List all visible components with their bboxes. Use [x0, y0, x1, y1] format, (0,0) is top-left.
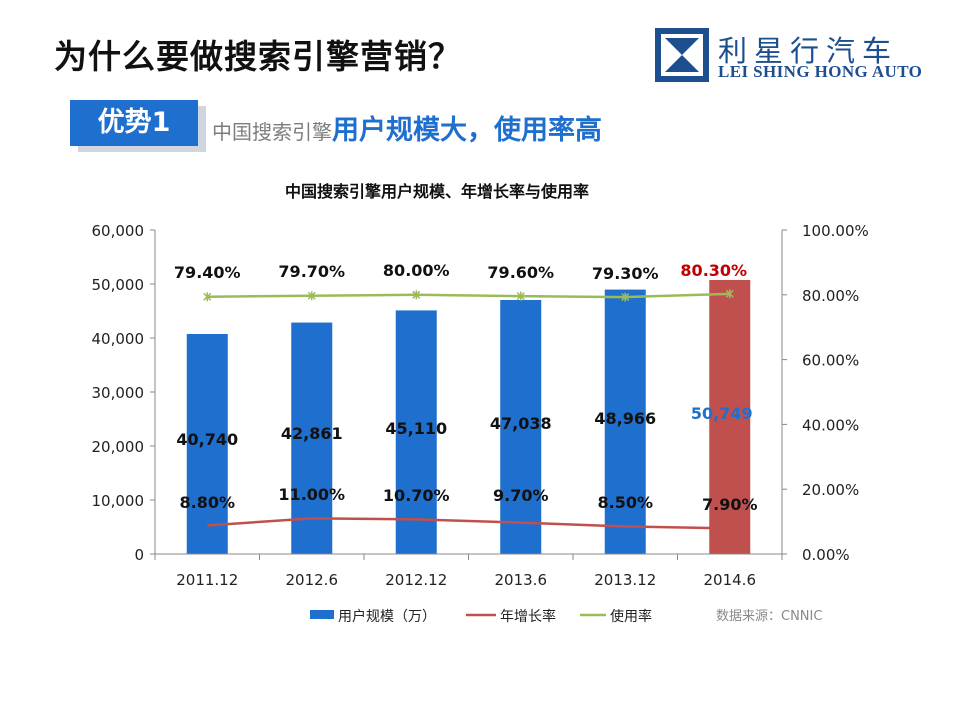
growth-rate-label: 7.90% — [702, 495, 758, 514]
bar-value-label: 48,966 — [594, 409, 656, 428]
y-left-tick-label: 20,000 — [92, 438, 145, 456]
usage-rate-marker — [307, 291, 316, 301]
page-title: 为什么要做搜索引擎营销？ — [54, 37, 462, 76]
subtitle-prefix: 中国搜索引擎 — [212, 120, 332, 144]
usage-rate-label: 79.70% — [278, 262, 345, 281]
y-right-tick-label: 20.00% — [802, 481, 859, 499]
legend-label-growth-rate: 年增长率 — [500, 608, 556, 625]
y-right-tick-label: 60.00% — [802, 352, 859, 370]
bar-user-scale — [395, 310, 437, 554]
y-right-tick-label: 80.00% — [802, 287, 859, 305]
growth-rate-label: 10.70% — [383, 486, 450, 505]
legend-label-usage-rate: 使用率 — [610, 608, 652, 625]
growth-rate-label: 8.50% — [597, 493, 653, 512]
usage-rate-label: 80.30% — [680, 261, 747, 280]
y-right-tick-label: 0.00% — [802, 546, 850, 564]
usage-rate-label: 79.40% — [174, 263, 241, 282]
bar-user-scale — [500, 299, 542, 554]
bar-value-label: 47,038 — [490, 414, 552, 433]
usage-rate-marker — [412, 290, 421, 300]
y-right-tick-label: 100.00% — [802, 222, 869, 240]
chart-title: 中国搜索引擎用户规模、年增长率与使用率 — [285, 182, 589, 201]
x-tick-label: 2011.12 — [176, 571, 238, 589]
bar-user-scale — [291, 322, 333, 554]
bar-value-label: 40,740 — [176, 430, 238, 449]
logo-hourglass-icon — [655, 28, 709, 82]
logo-english-name: LEI SHING HONG AUTO — [718, 62, 923, 81]
y-right-tick-label: 40.00% — [802, 416, 859, 434]
growth-rate-label: 8.80% — [179, 493, 235, 512]
x-tick-label: 2012.12 — [385, 571, 447, 589]
y-left-tick-label: 0 — [134, 546, 144, 564]
y-left-tick-label: 60,000 — [92, 222, 145, 240]
bar-value-label: 50,749 — [691, 404, 753, 423]
x-tick-label: 2013.12 — [594, 571, 656, 589]
growth-rate-label: 11.00% — [278, 485, 345, 504]
usage-rate-marker — [621, 292, 630, 302]
bar-user-scale — [709, 279, 751, 554]
y-left-tick-label: 10,000 — [92, 492, 145, 510]
y-left-tick-label: 50,000 — [92, 276, 145, 294]
usage-rate-label: 80.00% — [383, 261, 450, 280]
usage-rate-label: 79.60% — [487, 263, 554, 282]
legend-label-user-scale: 用户规模（万） — [338, 608, 436, 625]
section-subtitle: 中国搜索引擎用户规模大，使用率高 — [212, 108, 602, 147]
bar-value-label: 45,110 — [385, 419, 447, 438]
usage-rate-marker — [725, 289, 734, 299]
legend-swatch-user-scale — [310, 610, 334, 619]
y-left-tick-label: 30,000 — [92, 384, 145, 402]
growth-rate-line — [207, 517, 730, 530]
growth-rate-label: 9.70% — [493, 486, 549, 505]
data-source-note: 数据来源：CNNIC — [716, 609, 822, 624]
x-tick-label: 2014.6 — [704, 571, 757, 589]
advantage-badge: 优势1 — [70, 100, 198, 146]
usage-rate-marker — [516, 291, 525, 301]
x-tick-label: 2012.6 — [286, 571, 339, 589]
bar-user-scale — [604, 289, 646, 554]
usage-rate-line — [207, 292, 730, 299]
x-tick-label: 2013.6 — [495, 571, 548, 589]
logo-chinese-name: 利星行汽车 — [718, 34, 899, 68]
usage-rate-label: 79.30% — [592, 264, 659, 283]
bar-user-scale — [186, 334, 228, 554]
subtitle-emphasis: 用户规模大，使用率高 — [332, 115, 602, 146]
usage-rate-marker — [203, 292, 212, 302]
bar-value-label: 42,861 — [281, 424, 343, 443]
company-logo: 利星行汽车 LEI SHING HONG AUTO — [655, 28, 925, 82]
y-left-tick-label: 40,000 — [92, 330, 145, 348]
